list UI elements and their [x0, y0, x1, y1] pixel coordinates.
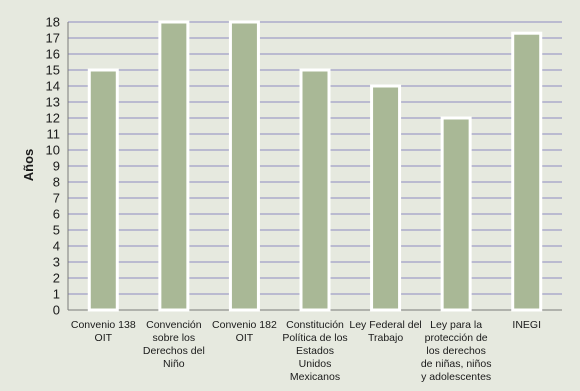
- x-tick-label-line: Derechos del: [143, 345, 205, 357]
- x-tick-label-line: Ley Federal del: [349, 319, 421, 331]
- bar: [299, 68, 331, 312]
- x-tick-label-line: INEGI: [512, 319, 541, 331]
- y-tick-label: 9: [53, 159, 60, 174]
- x-tick-label-line: Unidos: [299, 358, 332, 370]
- bar: [370, 84, 402, 312]
- y-tick-label: 4: [53, 239, 60, 254]
- y-tick-label: 12: [46, 111, 60, 126]
- x-tick-label: Ley Federal del Trabajo: [349, 319, 421, 344]
- x-tick-label: Convención sobre los Derechos del Niño: [143, 319, 205, 370]
- x-tick-label-line: y adolescentes: [421, 371, 491, 383]
- x-tick-label-line: protección de: [425, 332, 488, 344]
- y-axis-label: Años: [21, 149, 36, 182]
- x-tick-label: INEGI: [512, 319, 541, 331]
- x-tick-label-line: Política de los: [282, 332, 347, 344]
- y-tick-label: 2: [53, 271, 60, 286]
- y-tick-label: 5: [53, 223, 60, 238]
- x-tick-label-line: Niño: [163, 358, 185, 370]
- y-tick-label: 15: [46, 63, 60, 78]
- y-tick-label: 6: [53, 207, 60, 222]
- x-tick-label-line: Trabajo: [368, 332, 403, 344]
- y-tick-label: 13: [46, 95, 60, 110]
- y-tick-label: 7: [53, 191, 60, 206]
- y-tick-label: 0: [53, 303, 60, 318]
- x-tick-label-line: OIT: [95, 332, 113, 344]
- x-tick-label-line: Convenio 138: [71, 319, 136, 331]
- x-tick-label-line: Convenio 182: [212, 319, 277, 331]
- y-tick-label: 18: [46, 15, 60, 30]
- x-tick-label-line: los derechos: [426, 345, 486, 357]
- y-tick-label: 11: [47, 127, 61, 142]
- y-tick-label: 8: [53, 175, 60, 190]
- x-tick-label-line: Mexicanos: [290, 371, 340, 383]
- x-tick-label-line: Convención: [146, 319, 202, 331]
- bar: [228, 20, 260, 312]
- x-tick-label-line: sobre los: [153, 332, 196, 344]
- x-tick-label-line: OIT: [236, 332, 254, 344]
- y-tick-label: 1: [53, 287, 60, 302]
- bar: [511, 31, 543, 312]
- bar: [440, 116, 472, 312]
- y-tick-label: 14: [46, 79, 60, 94]
- bar: [87, 68, 119, 312]
- bar: [158, 20, 190, 312]
- x-tick-label-line: Constitución: [286, 319, 344, 331]
- y-tick-label: 16: [46, 47, 60, 62]
- y-tick-label: 3: [53, 255, 60, 270]
- bars: [87, 20, 543, 312]
- x-tick-label: Ley para la protección de los derechos de n…: [421, 319, 492, 383]
- x-tick-label-line: de niñas, niños: [421, 358, 492, 370]
- y-tick-label: 10: [46, 143, 60, 158]
- y-tick-label: 17: [46, 31, 60, 46]
- x-tick-label: Convenio 138 OIT: [71, 319, 136, 344]
- x-tick-label-line: Ley para la: [430, 319, 482, 331]
- x-tick-label: Constitución Política de los Estados Unidos…: [282, 319, 347, 383]
- x-tick-label: Convenio 182 OIT: [212, 319, 277, 344]
- x-tick-label-line: Estados: [296, 345, 334, 357]
